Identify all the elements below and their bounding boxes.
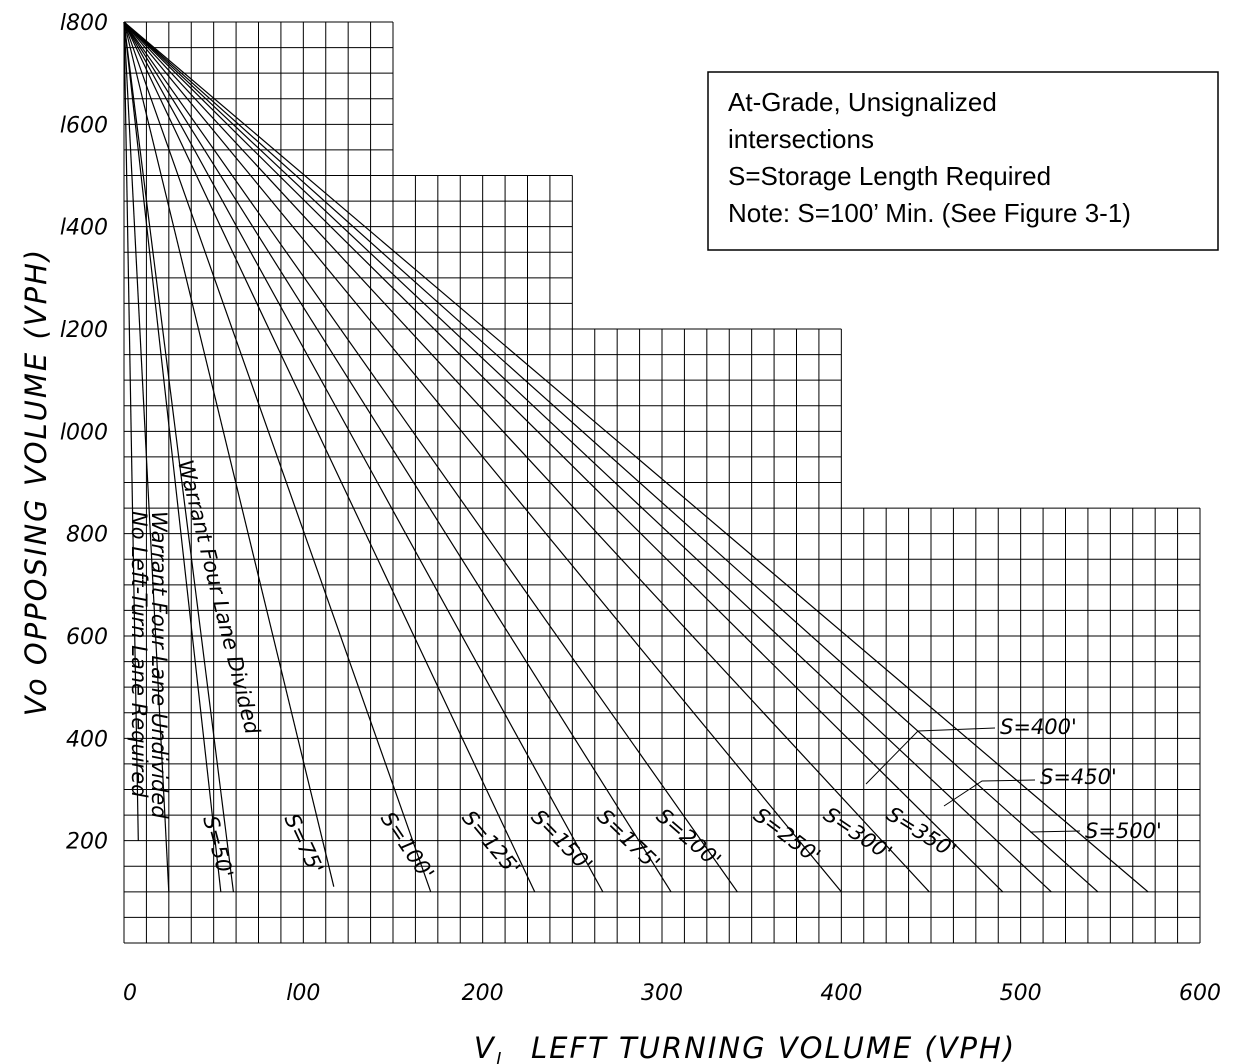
curve-label: S=400' [1000, 715, 1077, 739]
series-line [123, 21, 738, 893]
series-line [123, 21, 1149, 893]
note-line-4: Note: S=100’ Min. (See Figure 3-1) [728, 198, 1131, 228]
curve-label: S=125' [457, 806, 525, 880]
chart-curves [123, 21, 1149, 893]
curve-label: S=300' [819, 802, 896, 865]
curve-label: Warrant Four Lane Undivided [147, 511, 171, 819]
y-tick-label: l800 [60, 11, 108, 36]
x-tick-label: 600 [1179, 981, 1221, 1006]
series-line [123, 21, 672, 893]
x-axis-title: Vl LEFT TURNING VOLUME (VPH) [474, 1031, 1016, 1064]
y-tick-label: l000 [60, 420, 108, 445]
x-tick-label: 300 [641, 981, 683, 1006]
curve-label: No Left-Turn Lane Required [127, 511, 151, 798]
series-line [123, 21, 170, 892]
callout-leader-line [943, 779, 1036, 807]
y-tick-label: l400 [60, 216, 108, 241]
series-line [123, 21, 1099, 893]
note-line-2: intersections [728, 124, 874, 154]
y-tick-label: 800 [66, 523, 108, 548]
y-axis-title: Vo OPPOSING VOLUME (VPH) [19, 248, 53, 716]
y-tick-label: 200 [66, 830, 108, 855]
series-line [123, 21, 1052, 893]
curve-label: Warrant Four Lane Divided [173, 457, 265, 737]
series-line [123, 21, 139, 841]
axis-ticks: 0 l00 200 300 400 500 600 200 400 600 800 l000 l200 l… [60, 11, 1221, 1006]
x-tick-label: 200 [462, 981, 504, 1006]
series-line [123, 21, 842, 893]
series-line [123, 21, 604, 893]
series-line [123, 21, 234, 892]
callout-leader-line [865, 727, 996, 785]
note-line-1: At-Grade, Unsignalized [728, 87, 997, 117]
curve-label: S=250' [749, 803, 825, 868]
series-line [123, 21, 432, 892]
curve-label: S=450' [1040, 765, 1117, 789]
x-tick-label: 500 [1000, 981, 1042, 1006]
series-line [123, 21, 335, 887]
x-tick-label: 400 [820, 981, 862, 1006]
x-axis-title-v: V [474, 1031, 496, 1064]
chart-grid [123, 21, 1201, 944]
x-tick-label: l00 [286, 981, 320, 1006]
curve-label: S=100' [376, 807, 439, 884]
series-line [123, 21, 930, 893]
x-axis-title-subscript: l [496, 1049, 503, 1064]
curve-label: S=200' [652, 804, 726, 872]
series-line [123, 21, 1004, 893]
y-tick-label: 600 [66, 625, 108, 650]
note-line-3: S=Storage Length Required [728, 161, 1051, 191]
y-tick-label: l600 [60, 113, 108, 138]
note-box: At-Grade, Unsignalized intersections S=S… [707, 71, 1219, 251]
x-tick-label: 0 [123, 981, 137, 1006]
series-line [123, 21, 222, 892]
curve-label: S=75' [279, 810, 328, 878]
y-tick-label: 400 [66, 727, 108, 752]
series-line [123, 21, 536, 893]
callout-leader-line [1029, 830, 1081, 833]
x-axis-title-rest: LEFT TURNING VOLUME (VPH) [531, 1031, 1016, 1064]
curve-label: S=50' [198, 813, 238, 880]
y-tick-label: l200 [60, 318, 108, 343]
curve-label: S=500' [1085, 819, 1162, 843]
